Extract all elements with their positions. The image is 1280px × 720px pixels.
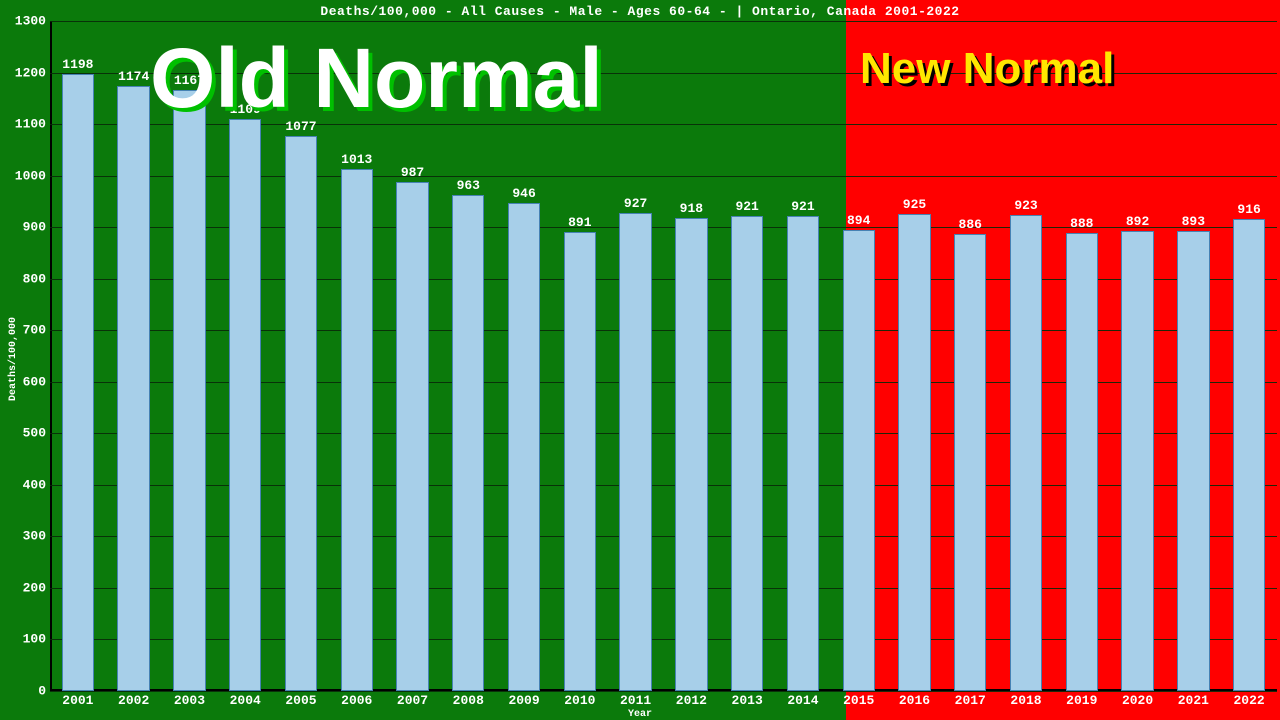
bar-value-label: 891 — [568, 215, 591, 230]
bar — [452, 195, 484, 691]
y-tick-label: 300 — [6, 529, 46, 544]
bar — [731, 216, 763, 691]
y-tick-label: 200 — [6, 580, 46, 595]
y-tick-label: 1200 — [6, 65, 46, 80]
bar — [396, 182, 428, 691]
bar-value-label: 886 — [959, 217, 982, 232]
bar — [229, 119, 261, 691]
bar — [619, 213, 651, 691]
gridline — [50, 21, 1277, 22]
bar — [1177, 231, 1209, 691]
bar — [1010, 215, 1042, 691]
x-tick-label: 2013 — [732, 693, 763, 708]
bar — [843, 230, 875, 691]
overlay-old-normal: Old Normal — [150, 30, 603, 127]
bar-value-label: 918 — [680, 201, 703, 216]
x-tick-label: 2011 — [620, 693, 651, 708]
x-tick-label: 2005 — [285, 693, 316, 708]
bar-value-label: 987 — [401, 165, 424, 180]
x-tick-label: 2014 — [787, 693, 818, 708]
bar-value-label: 1198 — [62, 57, 93, 72]
bar-value-label: 927 — [624, 196, 647, 211]
bar — [117, 86, 149, 691]
bar-value-label: 893 — [1182, 214, 1205, 229]
y-tick-label: 500 — [6, 426, 46, 441]
bar-value-label: 916 — [1237, 202, 1260, 217]
bar — [898, 214, 930, 691]
x-tick-label: 2008 — [453, 693, 484, 708]
bar — [62, 74, 94, 691]
bar-value-label: 963 — [457, 178, 480, 193]
bar-value-label: 925 — [903, 197, 926, 212]
gridline — [50, 691, 1277, 692]
bar-value-label: 888 — [1070, 216, 1093, 231]
y-tick-label: 900 — [6, 220, 46, 235]
bar — [564, 232, 596, 691]
x-tick-label: 2020 — [1122, 693, 1153, 708]
chart-title: Deaths/100,000 - All Causes - Male - Age… — [0, 4, 1280, 19]
x-tick-label: 2009 — [508, 693, 539, 708]
bar-value-label: 1013 — [341, 152, 372, 167]
bar — [954, 234, 986, 691]
bar-value-label: 894 — [847, 213, 870, 228]
bar — [787, 216, 819, 691]
x-tick-label: 2017 — [955, 693, 986, 708]
bar-value-label: 946 — [512, 186, 535, 201]
x-tick-label: 2022 — [1234, 693, 1265, 708]
y-tick-label: 800 — [6, 271, 46, 286]
x-tick-label: 2004 — [230, 693, 261, 708]
bar — [675, 218, 707, 691]
overlay-new-normal: New Normal — [860, 44, 1114, 94]
x-tick-label: 2010 — [564, 693, 595, 708]
y-axis-line — [50, 21, 52, 691]
bar — [1121, 231, 1153, 691]
x-tick-label: 2019 — [1066, 693, 1097, 708]
y-tick-label: 1300 — [6, 14, 46, 29]
chart-page: Deaths/100,000 - All Causes - Male - Age… — [0, 0, 1280, 720]
x-tick-label: 2016 — [899, 693, 930, 708]
x-tick-label: 2007 — [397, 693, 428, 708]
y-tick-label: 1100 — [6, 117, 46, 132]
bar — [341, 169, 373, 691]
x-tick-label: 2015 — [843, 693, 874, 708]
bar-value-label: 921 — [735, 199, 758, 214]
bar-value-label: 1174 — [118, 69, 149, 84]
y-tick-label: 0 — [6, 684, 46, 699]
bar — [508, 203, 540, 691]
bar-value-label: 892 — [1126, 214, 1149, 229]
y-tick-label: 600 — [6, 374, 46, 389]
bar — [1066, 233, 1098, 691]
bar — [173, 90, 205, 691]
bar-value-label: 921 — [791, 199, 814, 214]
x-tick-label: 2021 — [1178, 693, 1209, 708]
y-tick-label: 700 — [6, 323, 46, 338]
bar-value-label: 923 — [1014, 198, 1037, 213]
x-tick-label: 2001 — [62, 693, 93, 708]
y-tick-label: 400 — [6, 477, 46, 492]
x-tick-label: 2006 — [341, 693, 372, 708]
x-tick-label: 2002 — [118, 693, 149, 708]
y-tick-label: 100 — [6, 632, 46, 647]
x-tick-label: 2018 — [1010, 693, 1041, 708]
x-axis-label: Year — [628, 709, 652, 720]
x-tick-label: 2012 — [676, 693, 707, 708]
bar — [1233, 219, 1265, 691]
x-tick-label: 2003 — [174, 693, 205, 708]
y-tick-label: 1000 — [6, 168, 46, 183]
bar — [285, 136, 317, 691]
